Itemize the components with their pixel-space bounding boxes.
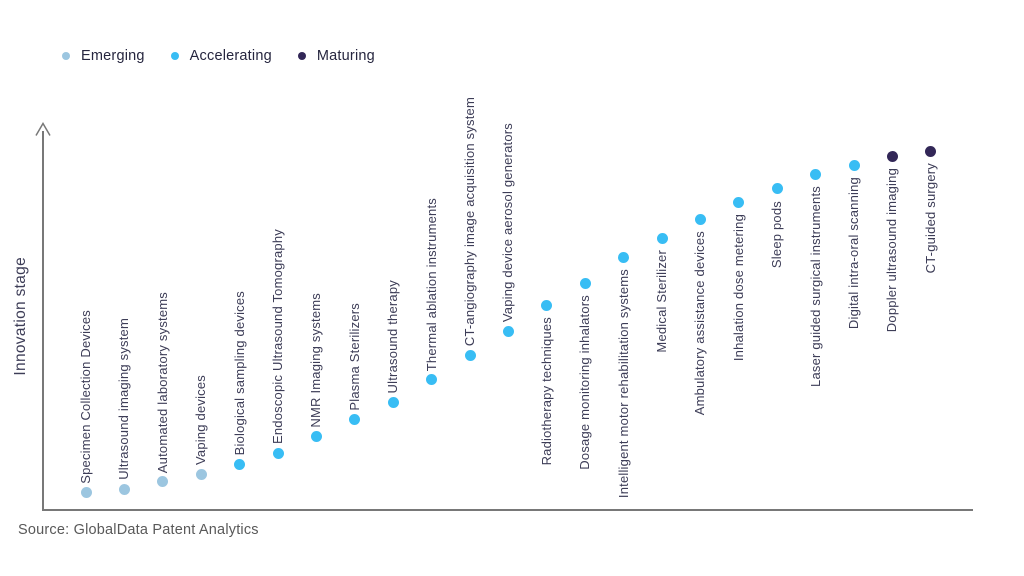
y-axis-line <box>42 131 44 511</box>
legend-dot-icon <box>297 52 306 60</box>
data-point <box>426 374 438 386</box>
data-point-label: Automated laboratory systems <box>154 291 170 473</box>
data-point <box>618 251 630 263</box>
data-point <box>118 483 130 495</box>
data-point <box>157 476 169 488</box>
legend-item-maturing: Maturing <box>297 48 375 64</box>
data-point <box>733 196 745 208</box>
data-point <box>579 277 591 289</box>
chart-legend: Emerging Accelerating Maturing <box>62 48 375 64</box>
data-point <box>80 487 92 499</box>
data-point-label: Medical Sterilizer <box>654 250 669 353</box>
legend-item-accelerating: Accelerating <box>170 48 272 64</box>
data-point-label: Vaping device aerosol generators <box>500 122 516 323</box>
data-point-label: CT-guided surgery <box>922 163 938 274</box>
data-point <box>502 325 514 337</box>
x-axis-line <box>42 509 973 511</box>
data-point-label: Biological sampling devices <box>231 290 247 456</box>
data-point-label: Ambulatory assistance devices <box>692 231 708 416</box>
data-point <box>810 168 822 180</box>
data-point <box>925 145 937 157</box>
data-point <box>464 349 476 361</box>
y-axis-title: Innovation stage <box>12 257 29 376</box>
data-point-label: Laser guided surgical instruments <box>807 186 823 388</box>
data-point-label: Ultrasound therapy <box>385 279 401 394</box>
data-point-label: NMR Imaging systems <box>308 293 324 428</box>
legend-label: Accelerating <box>189 48 272 64</box>
data-point-label: Endoscopic Ultrasound Tomography <box>270 229 285 445</box>
data-point <box>349 414 361 426</box>
data-point-label: Digital intra-oral scanning <box>846 177 861 330</box>
data-point <box>272 447 284 459</box>
data-point-label: Specimen Collection Devices <box>78 310 93 484</box>
data-point-label: CT-angiography image acquisition system <box>462 97 477 347</box>
data-point <box>848 159 860 171</box>
data-point <box>771 183 783 195</box>
data-point-label: Dosage monitoring inhalators <box>577 295 593 470</box>
data-point-label: Doppler ultrasound imaging <box>884 168 900 333</box>
data-point <box>310 431 322 443</box>
data-point-label: Sleep pods <box>769 200 785 268</box>
legend-label: Emerging <box>81 48 145 64</box>
data-point-label: Intelligent motor rehabilitation systems <box>615 269 631 499</box>
data-point-label: Vaping devices <box>193 374 209 465</box>
source-note: Source: GlobalData Patent Analytics <box>18 522 259 538</box>
data-point <box>886 150 898 162</box>
legend-item-emerging: Emerging <box>62 48 145 64</box>
y-axis-arrowhead-icon <box>35 122 51 136</box>
data-point <box>541 299 553 311</box>
data-point <box>234 458 246 470</box>
data-point-label: Ultrasound imaging system <box>116 318 132 481</box>
data-point-label: Thermal ablation instruments <box>423 197 439 371</box>
data-point <box>656 232 668 244</box>
data-point-label: Inhalation dose metering <box>730 214 746 362</box>
data-point <box>195 468 207 480</box>
legend-label: Maturing <box>316 48 375 64</box>
legend-dot-icon <box>62 52 70 60</box>
data-point <box>694 213 706 225</box>
data-point-label: Radiotherapy techniques <box>538 317 554 466</box>
legend-dot-icon <box>170 52 179 60</box>
data-point-label: Plasma Sterilizers <box>346 303 362 411</box>
data-point <box>387 396 399 408</box>
